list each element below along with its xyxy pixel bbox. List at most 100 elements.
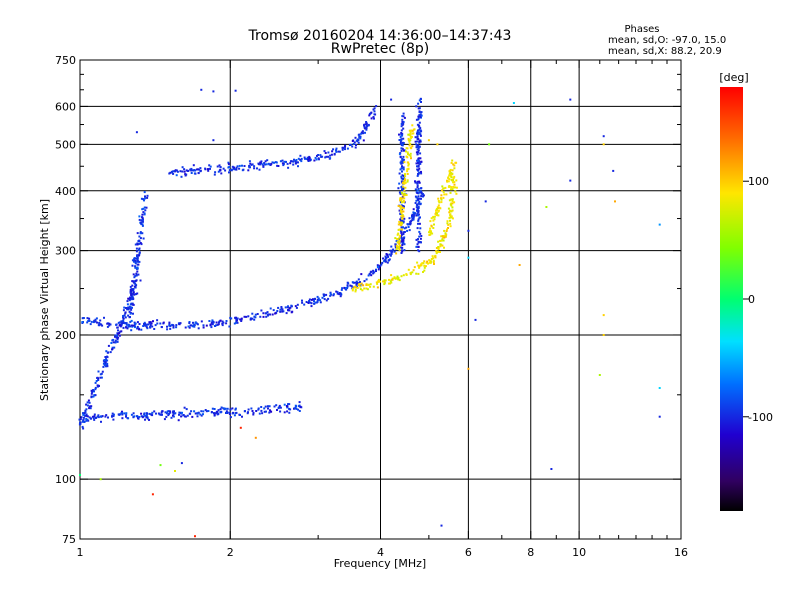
echo-point <box>263 162 266 164</box>
echo-point <box>419 227 422 230</box>
echo-point <box>247 169 250 172</box>
colorbar-unit-label: [deg] <box>719 71 748 84</box>
echo-point <box>233 166 236 169</box>
echo-point <box>449 173 452 176</box>
echo-point <box>357 284 360 287</box>
echo-point <box>399 245 402 248</box>
echo-point <box>359 135 362 138</box>
echo-point <box>455 186 458 189</box>
echo-point <box>405 226 408 229</box>
echo-point <box>375 268 377 271</box>
echo-point <box>136 267 139 270</box>
echo-point <box>199 413 202 416</box>
echo-point <box>185 408 188 411</box>
echo-point <box>184 326 187 329</box>
echo-point <box>416 208 419 211</box>
echo-point <box>450 186 453 189</box>
echo-point <box>170 170 173 173</box>
echo-point <box>123 412 126 415</box>
echo-point <box>272 309 275 312</box>
echo-point <box>372 108 375 111</box>
scattered-point <box>602 334 605 336</box>
echo-point <box>269 307 272 310</box>
echo-point <box>148 412 151 415</box>
echo-point <box>440 201 443 204</box>
echo-point <box>178 413 180 416</box>
echo-point <box>441 185 444 188</box>
echo-point <box>394 237 397 240</box>
echo-point <box>93 418 96 421</box>
echo-point <box>419 237 422 240</box>
echo-point <box>128 297 131 300</box>
echo-point <box>125 322 128 325</box>
echo-point <box>450 210 453 213</box>
echo-point <box>417 162 419 164</box>
echo-point <box>219 169 222 171</box>
echo-point <box>338 292 341 294</box>
echo-point <box>307 302 310 304</box>
echo-point <box>107 416 109 419</box>
echo-point <box>288 411 291 414</box>
echo-point <box>141 216 144 219</box>
echo-point <box>417 222 419 225</box>
echo-point <box>210 321 213 324</box>
echo-point <box>435 247 438 249</box>
echo-point <box>356 285 358 288</box>
echo-point <box>417 115 420 118</box>
echo-point <box>175 326 178 329</box>
echo-point <box>404 181 407 184</box>
echo-point <box>390 278 393 281</box>
echo-point <box>400 201 403 204</box>
echo-point <box>225 411 228 414</box>
echo-point <box>344 145 346 148</box>
echo-point <box>139 237 142 240</box>
echo-point <box>115 336 118 339</box>
echo-point <box>442 239 445 242</box>
echo-point <box>211 319 214 322</box>
echo-point <box>321 296 324 299</box>
echo-point <box>369 283 372 286</box>
echo-point <box>106 322 109 325</box>
echo-point <box>429 227 432 230</box>
echo-point <box>359 285 362 288</box>
echo-point <box>417 272 420 275</box>
echo-point <box>390 274 393 277</box>
echo-point <box>197 327 200 330</box>
colorbar-tick-label: -100 <box>748 411 773 424</box>
echo-point <box>132 415 135 418</box>
echo-point <box>447 176 450 179</box>
y-axis-ticks: 75 100 200 300 400 500 600 750 <box>55 54 681 546</box>
echo-point <box>250 163 253 166</box>
echo-point <box>351 145 354 148</box>
echo-point <box>146 417 149 420</box>
echo-point <box>153 328 156 330</box>
echo-point <box>220 406 223 409</box>
echo-point <box>125 323 128 326</box>
echo-point <box>416 174 419 177</box>
echo-point <box>144 414 147 417</box>
echo-point <box>122 309 125 312</box>
echo-point <box>136 292 139 295</box>
echo-point <box>143 213 146 216</box>
echo-point <box>344 144 347 147</box>
echo-point <box>417 151 420 154</box>
echo-point <box>174 170 177 172</box>
echo-point <box>283 411 286 414</box>
echo-point <box>451 172 454 175</box>
echo-point <box>406 151 409 154</box>
echo-point <box>418 200 421 203</box>
echo-point <box>451 179 453 182</box>
echo-point <box>386 253 389 256</box>
echo-point <box>209 165 212 168</box>
echo-point <box>377 268 380 271</box>
echo-point <box>368 114 371 117</box>
echo-point <box>398 239 401 242</box>
echo-point <box>450 198 453 201</box>
echo-point <box>247 408 250 411</box>
echo-point <box>266 314 269 317</box>
echo-point <box>338 150 341 153</box>
echo-point <box>189 324 192 327</box>
echo-point <box>403 179 406 182</box>
echo-point <box>445 233 448 236</box>
echo-point <box>408 133 411 136</box>
